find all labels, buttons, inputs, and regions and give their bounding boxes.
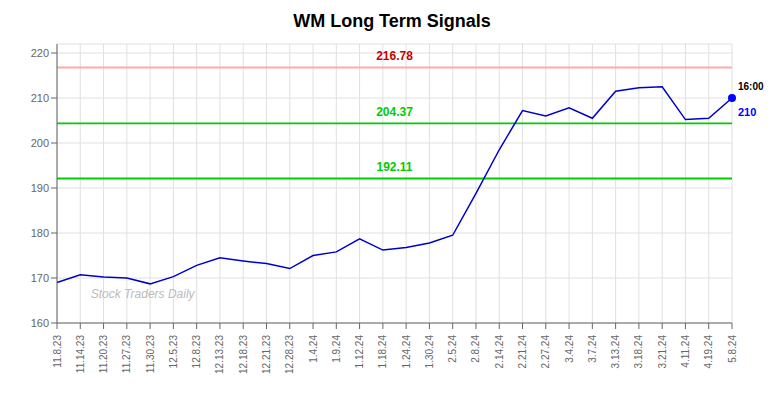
svg-text:216.78: 216.78: [376, 49, 413, 63]
svg-text:1.4.24: 1.4.24: [308, 335, 319, 363]
html-text:Stock Traders Daily: Stock Traders Daily: [90, 287, 195, 302]
svg-text:4.11.24: 4.11.24: [680, 335, 691, 368]
svg-text:11.30.23: 11.30.23: [145, 335, 156, 374]
svg-text:12.13.23: 12.13.23: [214, 335, 225, 374]
svg-text:1.12.24: 1.12.24: [354, 335, 365, 369]
svg-text:12.21.23: 12.21.23: [261, 335, 272, 374]
svg-text:1.9.24: 1.9.24: [331, 335, 342, 363]
svg-text:192.11: 192.11: [376, 160, 412, 174]
html-text:WM Long Term Signals: WM Long Term Signals: [293, 11, 491, 31]
svg-text:3.4.24: 3.4.24: [564, 335, 575, 363]
svg-text:5.8.24: 5.8.24: [727, 335, 738, 363]
svg-text:2.8.24: 2.8.24: [470, 335, 481, 363]
svg-text:2.27.24: 2.27.24: [540, 335, 551, 369]
svg-text:1.30.24: 1.30.24: [424, 335, 435, 369]
svg-text:220: 220: [31, 47, 49, 59]
svg-text:3.21.24: 3.21.24: [657, 335, 668, 369]
svg-text:204.37: 204.37: [376, 105, 413, 119]
svg-text:4.19.24: 4.19.24: [703, 335, 714, 369]
svg-text:3.18.24: 3.18.24: [633, 335, 644, 369]
svg-text:11.20.23: 11.20.23: [98, 335, 109, 374]
svg-text:170: 170: [31, 272, 49, 284]
svg-text:200: 200: [31, 137, 49, 149]
svg-text:210: 210: [31, 92, 49, 104]
svg-text:12.5.23: 12.5.23: [168, 335, 179, 369]
svg-text:11.27.23: 11.27.23: [121, 335, 132, 374]
svg-text:11.8.23: 11.8.23: [52, 335, 63, 368]
svg-text:12.8.23: 12.8.23: [191, 335, 202, 369]
svg-text:2.14.24: 2.14.24: [494, 335, 505, 369]
svg-text:12.28.23: 12.28.23: [284, 335, 295, 374]
svg-text:16:00: 16:00: [738, 81, 764, 92]
svg-text:12.18.23: 12.18.23: [238, 335, 249, 374]
svg-text:2.5.24: 2.5.24: [447, 335, 458, 363]
svg-text:160: 160: [31, 317, 49, 329]
svg-text:210: 210: [738, 106, 756, 118]
svg-text:1.24.24: 1.24.24: [401, 335, 412, 369]
svg-text:3.13.24: 3.13.24: [610, 335, 621, 369]
svg-text:1.18.24: 1.18.24: [377, 335, 388, 369]
svg-text:2.21.24: 2.21.24: [517, 335, 528, 369]
svg-text:180: 180: [31, 227, 49, 239]
svg-text:190: 190: [31, 182, 49, 194]
svg-text:3.7.24: 3.7.24: [587, 335, 598, 363]
svg-text:11.14.23: 11.14.23: [75, 335, 86, 374]
